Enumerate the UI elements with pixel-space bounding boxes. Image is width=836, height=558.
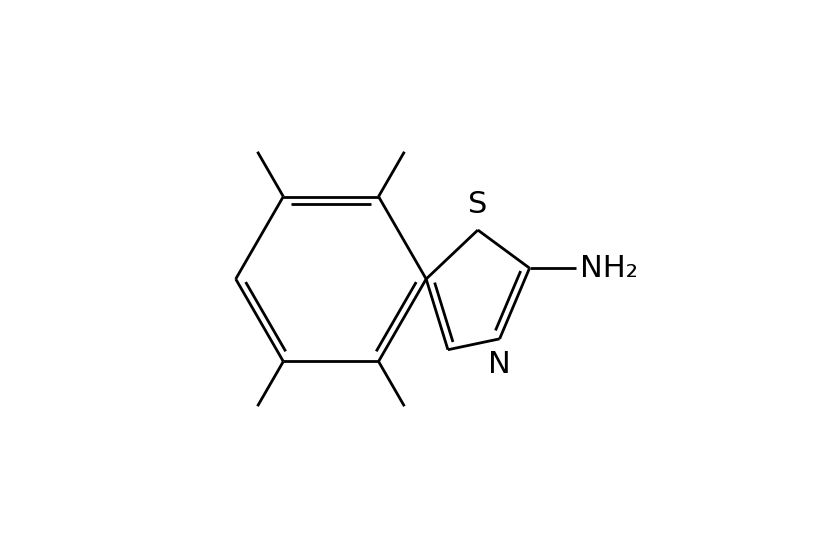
- Text: N: N: [488, 350, 511, 379]
- Text: S: S: [468, 190, 487, 219]
- Text: NH₂: NH₂: [580, 254, 638, 282]
